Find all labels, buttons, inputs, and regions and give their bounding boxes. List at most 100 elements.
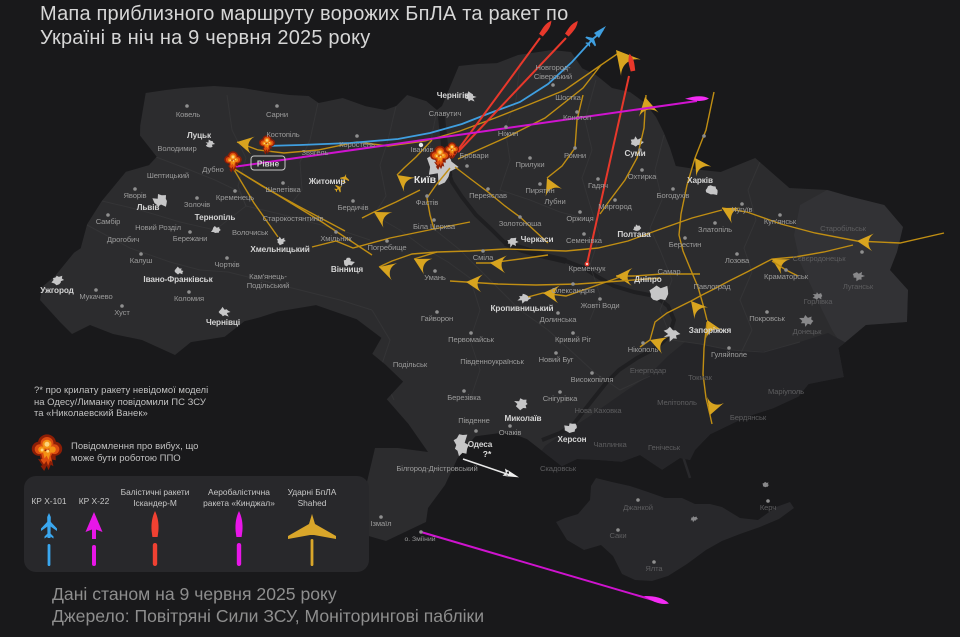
svg-text:Новий Розділ: Новий Розділ: [135, 223, 181, 232]
svg-text:Керч: Керч: [760, 503, 776, 512]
svg-text:Хмельницький: Хмельницький: [250, 245, 309, 254]
svg-text:Харків: Харків: [687, 176, 713, 185]
svg-text:Конотоп: Конотоп: [563, 113, 591, 122]
svg-text:Старобільськ: Старобільськ: [820, 224, 867, 233]
svg-text:Золотоноша: Золотоноша: [499, 219, 542, 228]
svg-text:Самар: Самар: [658, 267, 681, 276]
svg-text:Старокостянтинів: Старокостянтинів: [263, 214, 324, 223]
svg-text:Прилуки: Прилуки: [515, 160, 544, 169]
svg-text:Ізмаїл: Ізмаїл: [371, 519, 392, 528]
svg-text:Калуш: Калуш: [130, 256, 152, 265]
svg-text:Південноукраїнськ: Південноукраїнськ: [460, 357, 524, 366]
svg-text:Бережани: Бережани: [173, 234, 208, 243]
svg-text:Одеса: Одеса: [468, 440, 493, 449]
svg-text:Чернігів: Чернігів: [437, 91, 470, 100]
svg-text:Гадяч: Гадяч: [588, 181, 608, 190]
svg-text:Хуст: Хуст: [114, 308, 130, 317]
svg-text:Чугуїв: Чугуїв: [732, 205, 753, 214]
svg-text:Лубни: Лубни: [544, 197, 565, 206]
svg-text:Львів: Львів: [137, 203, 160, 212]
svg-text:Павлоград: Павлоград: [693, 282, 731, 291]
svg-text:Токмак: Токмак: [688, 373, 713, 382]
svg-text:Маріуполь: Маріуполь: [768, 387, 804, 396]
svg-text:Лозова: Лозова: [725, 256, 750, 265]
svg-text:Рівне: Рівне: [257, 160, 280, 169]
svg-text:Берестин: Берестин: [669, 240, 702, 249]
svg-text:Гуляйполе: Гуляйполе: [711, 350, 747, 359]
svg-text:Сєвєродонецьк: Сєвєродонецьк: [793, 254, 847, 263]
svg-text:Погребище: Погребище: [368, 243, 407, 252]
svg-text:Миргород: Миргород: [598, 202, 632, 211]
svg-text:Кропивницький: Кропивницький: [491, 304, 554, 313]
svg-text:Покровськ: Покровськ: [749, 314, 785, 323]
svg-text:Переяслав: Переяслав: [469, 191, 507, 200]
svg-text:Скадовськ: Скадовськ: [540, 464, 577, 473]
svg-text:Нікополь: Нікополь: [628, 345, 659, 354]
svg-text:Золочів: Золочів: [184, 200, 210, 209]
svg-text:Охтирка: Охтирка: [628, 172, 657, 181]
svg-text:Шостка: Шостка: [555, 93, 581, 102]
svg-text:Дрогобич: Дрогобич: [107, 235, 139, 244]
svg-text:Шепетівка: Шепетівка: [265, 185, 301, 194]
svg-text:Бердянськ: Бердянськ: [730, 413, 767, 422]
svg-text:Олександрія: Олександрія: [551, 286, 594, 295]
svg-text:Березівка: Березівка: [447, 393, 481, 402]
svg-text:Чаплинка: Чаплинка: [593, 440, 627, 449]
svg-text:Високопілля: Високопілля: [571, 375, 614, 384]
svg-text:Подільський: Подільський: [247, 281, 289, 290]
svg-text:Суми: Суми: [624, 149, 645, 158]
svg-text:Пирятин: Пирятин: [525, 186, 554, 195]
svg-text:Нова Каховка: Нова Каховка: [574, 406, 622, 415]
svg-text:Біла Церква: Біла Церква: [413, 222, 456, 231]
svg-text:Снігурівка: Снігурівка: [543, 394, 578, 403]
svg-text:Первомайськ: Первомайськ: [448, 335, 495, 344]
svg-text:Новгород-: Новгород-: [536, 63, 571, 72]
svg-text:Shahed: Shahed: [298, 498, 327, 508]
svg-text:Златопіль: Златопіль: [698, 225, 732, 234]
svg-text:Сіверський: Сіверський: [534, 72, 572, 81]
svg-text:Костопіль: Костопіль: [266, 130, 299, 139]
svg-text:Краматорськ: Краматорськ: [764, 272, 809, 281]
svg-text:Коростень: Коростень: [339, 140, 375, 149]
svg-text:Херсон: Херсон: [558, 435, 587, 444]
svg-text:КР Х-22: КР Х-22: [79, 496, 110, 506]
svg-text:Балістичні ракети: Балістичні ракети: [121, 487, 190, 497]
svg-text:Чортків: Чортків: [214, 260, 239, 269]
svg-text:Куп'янськ: Куп'янськ: [764, 217, 797, 226]
svg-text:Дубно: Дубно: [202, 165, 223, 174]
svg-text:Вінниця: Вінниця: [331, 265, 364, 274]
svg-text:Луганськ: Луганськ: [843, 282, 874, 291]
svg-text:Дніпро: Дніпро: [634, 275, 661, 284]
svg-text:Мукачево: Мукачево: [79, 292, 112, 301]
svg-text:Кременчук: Кременчук: [569, 264, 606, 273]
svg-text:Ужгород: Ужгород: [40, 286, 74, 295]
svg-text:Богодухів: Богодухів: [657, 191, 690, 200]
svg-text:Південне: Південне: [458, 416, 490, 425]
svg-text:Оржиця: Оржиця: [566, 214, 593, 223]
svg-text:Донецьк: Донецьк: [793, 327, 823, 336]
svg-text:Волочиськ: Волочиськ: [232, 228, 269, 237]
svg-text:КР Х-101: КР Х-101: [31, 496, 66, 506]
svg-text:Тернопіль: Тернопіль: [195, 213, 236, 222]
svg-text:Саки: Саки: [610, 531, 627, 540]
svg-text:Черкаси: Черкаси: [521, 235, 554, 244]
svg-text:Сарни: Сарни: [266, 110, 288, 119]
svg-text:Миколаїв: Миколаїв: [505, 414, 542, 423]
svg-text:Джанкой: Джанкой: [623, 503, 653, 512]
svg-text:Луцьк: Луцьк: [187, 131, 212, 140]
svg-text:Ковель: Ковель: [176, 110, 200, 119]
svg-text:Шептицький: Шептицький: [147, 171, 189, 180]
svg-text:Хмільник: Хмільник: [320, 234, 352, 243]
svg-text:Мелітополь: Мелітополь: [657, 398, 697, 407]
svg-text:Ромни: Ромни: [564, 151, 586, 160]
svg-text:Білгород-Дністровський: Білгород-Дністровський: [396, 464, 477, 473]
svg-text:Аеробалістична: Аеробалістична: [208, 487, 270, 497]
svg-text:Кременець: Кременець: [216, 193, 254, 202]
svg-text:Коломия: Коломия: [174, 294, 204, 303]
svg-text:Самбір: Самбір: [96, 217, 121, 226]
svg-text:Енергодар: Енергодар: [630, 366, 666, 375]
svg-text:Новий Буг: Новий Буг: [539, 355, 574, 364]
svg-text:Подільськ: Подільськ: [393, 360, 428, 369]
svg-text:Іванків: Іванків: [411, 145, 434, 154]
svg-text:Кам'янець-: Кам'янець-: [249, 272, 287, 281]
